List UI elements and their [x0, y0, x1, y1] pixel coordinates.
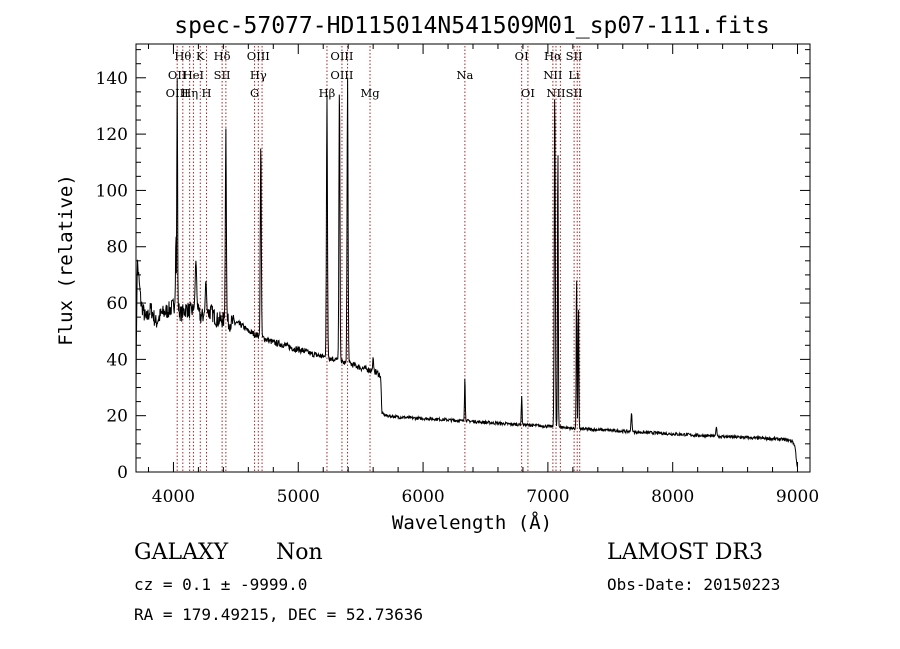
line-marker-label: H [202, 86, 212, 100]
y-tick-label: 40 [106, 350, 128, 370]
chart-title: spec-57077-HD115014N541509M01_sp07-111.f… [174, 13, 769, 39]
y-tick-label: 120 [96, 125, 128, 145]
line-marker-label: Hγ [250, 68, 267, 82]
plot-frame [135, 43, 811, 473]
line-marker-label: HeI [183, 68, 204, 82]
survey-label: LAMOST DR3 [607, 540, 763, 565]
line-marker-label: Hη [181, 86, 198, 100]
x-tick-label: 4000 [152, 487, 195, 507]
x-tick-label: 5000 [277, 487, 320, 507]
line-marker-label: NII [546, 86, 565, 100]
x-axis-label: Wavelength (Å) [392, 511, 552, 534]
line-marker-label: OIII [330, 49, 353, 63]
line-marker-label: OI [521, 86, 535, 100]
x-tick-label: 8000 [651, 487, 694, 507]
line-marker-label: Hδ [214, 49, 231, 63]
y-tick-label: 140 [96, 69, 128, 89]
line-marker-label: NII [543, 68, 562, 82]
line-marker-label: K [196, 49, 205, 63]
y-tick-label: 60 [106, 294, 128, 314]
line-marker-label: G [250, 86, 259, 100]
line-marker-label: SII [566, 49, 583, 63]
line-marker-label: Hβ [319, 86, 336, 100]
y-tick-label: 20 [106, 407, 128, 427]
x-axis-ticks: 4000 5000 6000 7000 8000 9000 [147, 44, 819, 507]
x-tick-label: 9000 [776, 487, 819, 507]
line-marker-label: Li [568, 68, 580, 82]
line-marker-label: OIII [330, 68, 353, 82]
y-axis-ticks: 0 20 40 60 80 100 120 140 [96, 49, 810, 483]
cz-text: cz = 0.1 ± -9999.0 [134, 575, 307, 594]
radec-text: RA = 179.49215, DEC = 52.73636 [134, 605, 423, 624]
spectrum-line [135, 77, 798, 468]
line-markers [176, 46, 581, 472]
line-marker-label: OI [515, 49, 529, 63]
line-marker-label: SII [214, 68, 231, 82]
y-tick-label: 0 [117, 463, 128, 483]
line-marker-label: OIII [247, 49, 270, 63]
y-axis-label: Flux (relative) [55, 174, 77, 346]
x-tick-label: 6000 [401, 487, 444, 507]
line-marker-labels: OIIOIIIHθHηHeIKHHδSIIGOIIIHγHβOIIIOIIIMg… [166, 49, 583, 100]
line-marker-label: Hθ [174, 49, 191, 63]
class-label: GALAXY [134, 540, 229, 565]
line-marker-label: SII [566, 86, 583, 100]
line-marker-label: OII [168, 68, 187, 82]
x-tick-label: 7000 [526, 487, 569, 507]
obs-date-text: Obs-Date: 20150223 [607, 575, 780, 594]
line-marker-label: Hα [544, 49, 562, 63]
y-tick-label: 100 [96, 181, 128, 201]
y-tick-label: 80 [106, 238, 128, 258]
subclass-label: Non [276, 540, 323, 565]
line-marker-label: Na [456, 68, 473, 82]
line-marker-label: Mg [360, 86, 380, 100]
